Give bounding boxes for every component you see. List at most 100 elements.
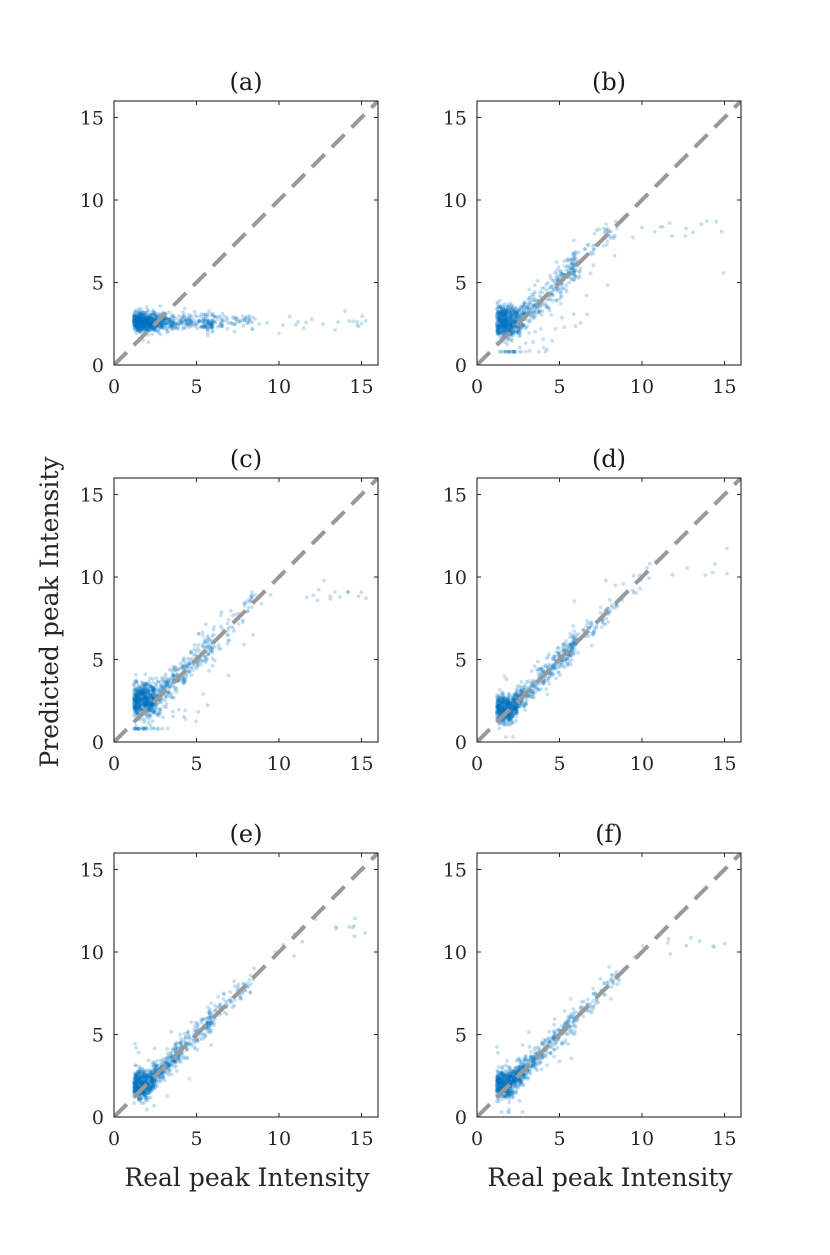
data-point bbox=[517, 1068, 521, 1072]
data-point bbox=[550, 285, 555, 290]
data-point bbox=[510, 1069, 515, 1074]
data-point bbox=[150, 312, 155, 317]
data-point bbox=[132, 1079, 137, 1084]
data-point bbox=[150, 719, 155, 724]
data-point bbox=[144, 317, 149, 322]
data-point bbox=[134, 321, 138, 325]
data-point bbox=[504, 322, 509, 326]
data-point bbox=[178, 1032, 183, 1037]
data-point bbox=[519, 1076, 524, 1080]
data-point bbox=[547, 298, 551, 302]
data-point bbox=[138, 321, 143, 326]
data-point bbox=[134, 316, 139, 321]
data-point bbox=[531, 303, 536, 307]
data-point bbox=[547, 652, 551, 656]
data-point bbox=[133, 1079, 138, 1084]
data-point bbox=[168, 1067, 173, 1072]
data-point bbox=[558, 665, 563, 669]
data-point bbox=[543, 1053, 547, 1058]
data-point bbox=[502, 720, 507, 725]
data-point bbox=[514, 708, 519, 713]
data-point bbox=[146, 1084, 151, 1088]
data-point bbox=[630, 588, 635, 593]
data-point bbox=[180, 315, 185, 319]
data-point bbox=[134, 1080, 138, 1084]
data-point bbox=[503, 311, 508, 316]
data-point bbox=[166, 1064, 171, 1069]
data-point bbox=[135, 1073, 140, 1078]
data-point bbox=[495, 705, 500, 710]
data-point bbox=[504, 697, 508, 702]
data-point bbox=[519, 1081, 523, 1085]
data-point bbox=[549, 312, 553, 317]
data-point bbox=[183, 1036, 188, 1040]
data-point bbox=[134, 695, 139, 700]
data-point bbox=[132, 1085, 137, 1090]
data-point bbox=[496, 329, 500, 334]
data-point bbox=[146, 323, 151, 328]
data-point bbox=[142, 698, 147, 703]
data-point bbox=[133, 698, 137, 703]
data-point bbox=[137, 1096, 141, 1101]
data-point bbox=[137, 1081, 142, 1086]
data-point bbox=[146, 704, 151, 709]
data-point bbox=[511, 700, 516, 705]
data-point bbox=[207, 1024, 212, 1028]
data-point bbox=[547, 286, 552, 290]
data-point bbox=[572, 651, 576, 656]
data-point bbox=[144, 681, 149, 686]
data-point bbox=[183, 664, 187, 669]
data-point bbox=[137, 698, 142, 703]
data-point bbox=[133, 323, 138, 328]
data-point bbox=[153, 1064, 158, 1068]
data-point bbox=[212, 1023, 217, 1028]
data-point bbox=[197, 319, 202, 324]
data-point bbox=[163, 698, 168, 703]
data-point bbox=[209, 326, 214, 331]
y-tick-label: 0 bbox=[455, 732, 467, 754]
data-point bbox=[150, 319, 155, 324]
data-point bbox=[205, 323, 210, 327]
data-point bbox=[142, 699, 146, 704]
data-point bbox=[144, 326, 148, 331]
data-point bbox=[541, 665, 545, 669]
data-point bbox=[136, 1077, 141, 1081]
data-point bbox=[504, 325, 509, 330]
data-point bbox=[152, 313, 157, 317]
x-tick-label: 5 bbox=[190, 1128, 202, 1150]
data-point bbox=[142, 685, 147, 689]
data-point bbox=[142, 326, 147, 331]
data-point bbox=[143, 320, 148, 324]
data-point bbox=[142, 703, 147, 707]
data-point bbox=[592, 231, 597, 236]
y-tick-label: 10 bbox=[443, 567, 467, 589]
data-point bbox=[167, 1069, 172, 1073]
data-point bbox=[236, 319, 241, 324]
data-point bbox=[203, 325, 208, 329]
data-point bbox=[573, 274, 578, 279]
data-point bbox=[175, 321, 180, 326]
data-point bbox=[507, 310, 512, 315]
data-point bbox=[509, 337, 514, 342]
data-point bbox=[133, 1071, 137, 1076]
data-point bbox=[519, 306, 523, 311]
data-point bbox=[136, 706, 141, 711]
data-point bbox=[503, 349, 508, 354]
data-point bbox=[564, 644, 569, 648]
data-point bbox=[142, 1071, 147, 1075]
data-point bbox=[132, 1088, 137, 1093]
data-point bbox=[556, 651, 561, 655]
data-point bbox=[496, 330, 501, 334]
data-point bbox=[134, 1075, 139, 1080]
data-point bbox=[144, 314, 149, 319]
data-point bbox=[530, 292, 534, 297]
data-point bbox=[139, 323, 143, 328]
data-point bbox=[499, 1070, 504, 1075]
data-point bbox=[140, 681, 145, 685]
data-point bbox=[144, 305, 149, 310]
data-point bbox=[227, 638, 231, 643]
data-point bbox=[518, 1080, 522, 1084]
data-point bbox=[150, 318, 155, 323]
data-point bbox=[141, 688, 146, 693]
data-point bbox=[514, 707, 519, 712]
